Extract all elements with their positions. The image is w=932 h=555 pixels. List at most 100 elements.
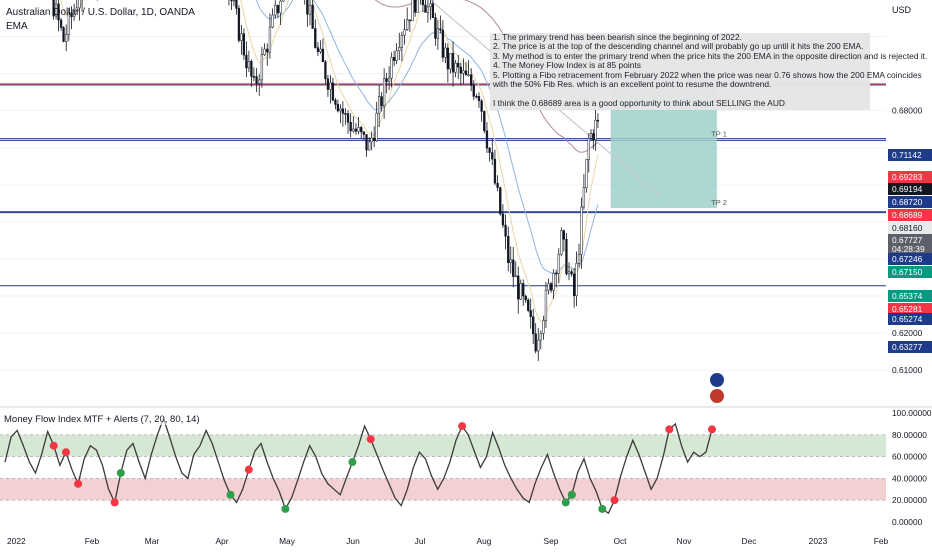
candle-body-198 (527, 299, 530, 311)
mfi-overbought-dot-9 (665, 425, 674, 434)
candle-body-162 (434, 17, 437, 39)
mfi-lower-band (0, 478, 886, 501)
candle-body-212 (562, 230, 566, 240)
price-tag-bg-0 (888, 149, 932, 161)
price-tag-13: 0.63277 (892, 342, 923, 352)
candle-body-94 (258, 79, 261, 84)
candle-body-83 (230, 0, 233, 1)
time-tick-10: Nov (677, 536, 693, 546)
time-tick-5: Jun (346, 536, 360, 546)
candle-body-183 (488, 147, 491, 153)
time-tick-13: Feb (874, 536, 889, 546)
candle-body-203 (539, 333, 542, 341)
candle-body-97 (266, 48, 269, 53)
mfi-overbought-dot-6 (458, 422, 467, 431)
price-tag-12: 0.65274 (892, 314, 923, 324)
price-tag-bg-2 (888, 183, 932, 195)
mfi-overbought-dot-1 (61, 448, 70, 457)
time-tick-7: Aug (477, 536, 492, 546)
time-tick-2: Mar (145, 536, 160, 546)
mfi-overbought-dot-3 (110, 498, 119, 507)
candle-body-116 (316, 47, 320, 52)
mfi-oversold-dot-5 (567, 490, 576, 499)
candle-body-205 (544, 289, 548, 321)
candle-body-185 (493, 158, 497, 184)
mfi-oversold-dot-1 (226, 490, 235, 499)
price-tag-10: 0.65374 (892, 291, 923, 301)
price-tag-bg-9 (888, 266, 932, 278)
mfi-tick-0: 100.00000 (892, 408, 932, 418)
time-tick-1: Feb (85, 536, 100, 546)
candle-body-211 (560, 230, 563, 255)
candle-body-218 (577, 254, 581, 264)
candle-body-93 (255, 76, 258, 84)
candle-body-222 (587, 138, 590, 160)
candle-body-16 (57, 3, 60, 21)
candle-body-164 (439, 28, 442, 31)
candle-body-132 (357, 127, 360, 132)
candle-body-165 (441, 29, 445, 58)
candle-body-118 (321, 48, 325, 63)
candle-body-20 (67, 12, 70, 35)
candle-body-214 (567, 271, 571, 275)
candle-body-199 (529, 310, 532, 318)
candle-body-172 (459, 66, 462, 74)
candle-body-219 (580, 206, 583, 255)
candle-body-173 (462, 70, 465, 74)
candle-body-133 (360, 127, 363, 133)
event-icon-au (710, 373, 724, 387)
candle-body-195 (519, 283, 522, 300)
candle-body-19 (65, 34, 68, 42)
candle-body-201 (534, 333, 537, 352)
price-tag-2: 0.69194 (892, 184, 923, 194)
mfi-overbought-dot-0 (49, 441, 58, 450)
candle-body-85 (235, 0, 238, 9)
candle-body-189 (504, 224, 507, 237)
ema-20-line (59, 0, 599, 322)
candle-body-148 (398, 47, 401, 52)
candle-body-186 (496, 182, 499, 188)
candle-body-210 (557, 253, 560, 274)
event-icon-us (710, 389, 724, 403)
candle-body-215 (570, 271, 573, 275)
candle-body-100 (274, 5, 277, 16)
candle-body-130 (352, 128, 355, 132)
mfi-line (4, 416, 713, 515)
mfi-title: Money Flow Index MTF + Alerts (7, 20, 80… (4, 414, 200, 425)
time-tick-9: Oct (613, 536, 627, 546)
candle-body-144 (387, 77, 391, 82)
price-tag-bg-7 (888, 243, 932, 255)
price-tag-bg-4 (888, 209, 932, 221)
analysis-note[interactable]: 1. The primary trend has been bearish si… (490, 32, 927, 110)
tp2-label: TP 2 (711, 198, 727, 207)
price-tag-7: 04:28:39 (892, 244, 925, 254)
candle-body-101 (276, 5, 280, 14)
candle-body-121 (329, 82, 332, 90)
candle-body-126 (341, 108, 345, 114)
candle-body-143 (385, 78, 388, 82)
candle-body-141 (380, 96, 383, 107)
candle-body-137 (370, 137, 373, 143)
candle-body-158 (424, 4, 427, 13)
candle-body-139 (375, 112, 378, 141)
candle-body-224 (592, 133, 595, 141)
candle-body-124 (336, 104, 340, 112)
candle-body-202 (537, 339, 540, 352)
candle-body-150 (403, 29, 406, 36)
candle-body-213 (565, 239, 568, 275)
candle-body-15 (54, 3, 58, 17)
mfi-oversold-dot-3 (348, 458, 357, 467)
candle-body-87 (240, 33, 243, 41)
candle-body-95 (260, 54, 264, 81)
candle-body-18 (62, 27, 65, 42)
candle-body-123 (334, 99, 337, 105)
candle-body-99 (271, 14, 274, 28)
candle-body-103 (282, 0, 285, 2)
candle-body-179 (477, 96, 481, 102)
candle-body-14 (52, 0, 55, 17)
candle-body-153 (411, 0, 414, 22)
candle-body-122 (331, 82, 335, 101)
candle-body-120 (326, 78, 330, 90)
mfi-overbought-dot-5 (366, 435, 375, 444)
mfi-oversold-dot-6 (598, 504, 607, 513)
